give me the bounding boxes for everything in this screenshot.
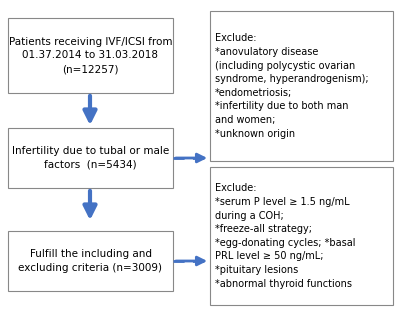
FancyBboxPatch shape xyxy=(8,18,173,93)
FancyBboxPatch shape xyxy=(210,167,393,305)
Text: Infertility due to tubal or male
factors  (n=5434): Infertility due to tubal or male factors… xyxy=(12,146,169,170)
FancyBboxPatch shape xyxy=(210,11,393,161)
Text: Patients receiving IVF/ICSI from
01.37.2014 to 31.03.2018
(n=12257): Patients receiving IVF/ICSI from 01.37.2… xyxy=(9,37,172,74)
FancyBboxPatch shape xyxy=(8,128,173,188)
Text: Exclude:
*serum P level ≥ 1.5 ng/mL
during a COH;
*freeze-all strategy;
*egg-don: Exclude: *serum P level ≥ 1.5 ng/mL duri… xyxy=(215,183,356,289)
FancyBboxPatch shape xyxy=(8,231,173,291)
Text: Fulfill the including and
excluding criteria (n=3009): Fulfill the including and excluding crit… xyxy=(18,249,162,273)
Text: Exclude:
*anovulatory disease
(including polycystic ovarian
syndrome, hyperandro: Exclude: *anovulatory disease (including… xyxy=(215,33,369,139)
